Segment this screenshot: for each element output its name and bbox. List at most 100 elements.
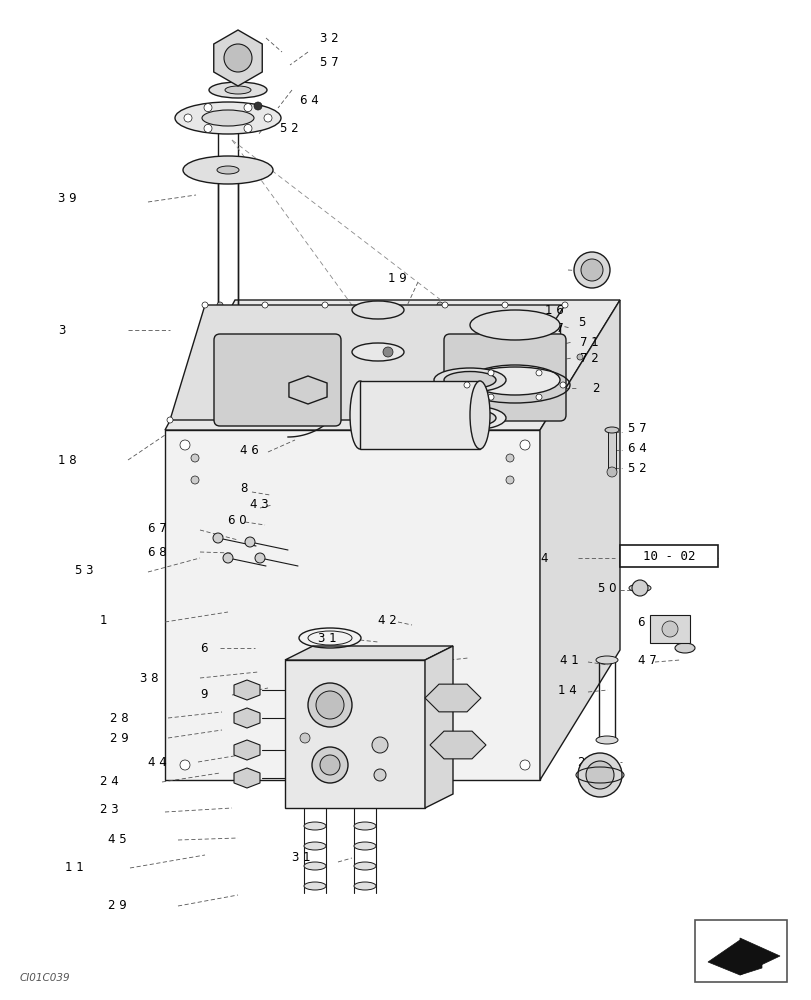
Text: 6 7: 6 7 bbox=[148, 522, 166, 534]
Text: 4 6: 4 6 bbox=[240, 444, 259, 456]
Text: 5 3: 5 3 bbox=[75, 564, 93, 576]
Polygon shape bbox=[165, 430, 539, 780]
Circle shape bbox=[487, 370, 493, 376]
Circle shape bbox=[167, 417, 173, 423]
Text: 3 1: 3 1 bbox=[318, 632, 337, 645]
Circle shape bbox=[577, 753, 621, 797]
Text: 2: 2 bbox=[687, 552, 695, 564]
Polygon shape bbox=[234, 680, 260, 700]
Ellipse shape bbox=[208, 82, 267, 98]
Circle shape bbox=[223, 553, 233, 563]
Circle shape bbox=[501, 302, 508, 308]
Circle shape bbox=[191, 454, 199, 462]
Circle shape bbox=[487, 417, 492, 423]
Circle shape bbox=[374, 769, 385, 781]
Circle shape bbox=[311, 747, 348, 783]
Text: 1: 1 bbox=[100, 613, 107, 626]
Circle shape bbox=[505, 454, 513, 462]
Text: 4 1: 4 1 bbox=[560, 654, 578, 666]
Polygon shape bbox=[234, 740, 260, 760]
Circle shape bbox=[337, 344, 342, 350]
Text: 8: 8 bbox=[240, 482, 247, 494]
Circle shape bbox=[541, 341, 547, 347]
Circle shape bbox=[586, 761, 613, 789]
Circle shape bbox=[184, 114, 191, 122]
Circle shape bbox=[535, 370, 541, 376]
Circle shape bbox=[506, 328, 513, 334]
Text: 2 3: 2 3 bbox=[100, 803, 118, 816]
Text: 6 3: 6 3 bbox=[637, 615, 656, 629]
Ellipse shape bbox=[217, 166, 238, 174]
Bar bbox=[694, 920, 786, 982]
Text: 2 9: 2 9 bbox=[108, 899, 127, 912]
Circle shape bbox=[204, 104, 212, 112]
Ellipse shape bbox=[470, 381, 489, 449]
FancyBboxPatch shape bbox=[214, 334, 341, 426]
Ellipse shape bbox=[303, 822, 325, 830]
Ellipse shape bbox=[175, 102, 281, 134]
Text: 2 8: 2 8 bbox=[109, 712, 128, 724]
Ellipse shape bbox=[354, 882, 375, 890]
Ellipse shape bbox=[444, 410, 496, 426]
Circle shape bbox=[245, 537, 255, 547]
Circle shape bbox=[631, 580, 647, 596]
Ellipse shape bbox=[444, 371, 496, 388]
Circle shape bbox=[561, 302, 568, 308]
Circle shape bbox=[519, 760, 530, 770]
Ellipse shape bbox=[354, 842, 375, 850]
Ellipse shape bbox=[351, 301, 404, 319]
Text: 5 7: 5 7 bbox=[627, 422, 646, 434]
Ellipse shape bbox=[674, 643, 694, 653]
Circle shape bbox=[191, 476, 199, 484]
Polygon shape bbox=[285, 660, 424, 808]
Ellipse shape bbox=[433, 368, 505, 392]
Circle shape bbox=[436, 302, 443, 308]
Circle shape bbox=[560, 382, 565, 388]
Circle shape bbox=[299, 733, 310, 743]
Text: 4 2: 4 2 bbox=[378, 613, 397, 626]
Polygon shape bbox=[285, 646, 453, 660]
Circle shape bbox=[277, 323, 283, 329]
Circle shape bbox=[217, 302, 223, 308]
Circle shape bbox=[517, 407, 522, 413]
Polygon shape bbox=[165, 300, 620, 430]
Polygon shape bbox=[289, 376, 327, 404]
Ellipse shape bbox=[595, 656, 617, 664]
Circle shape bbox=[264, 114, 272, 122]
Text: 2 5: 2 5 bbox=[577, 756, 596, 768]
Bar bbox=[649, 615, 689, 643]
Circle shape bbox=[535, 394, 541, 400]
Polygon shape bbox=[430, 731, 486, 759]
Ellipse shape bbox=[354, 822, 375, 830]
Polygon shape bbox=[234, 768, 260, 788]
Polygon shape bbox=[213, 30, 262, 86]
Polygon shape bbox=[424, 646, 453, 808]
Text: 5 0: 5 0 bbox=[597, 582, 616, 594]
Circle shape bbox=[661, 621, 677, 637]
Text: 4: 4 bbox=[539, 552, 547, 564]
Circle shape bbox=[320, 755, 340, 775]
Text: 6 8: 6 8 bbox=[148, 546, 166, 558]
Polygon shape bbox=[169, 305, 564, 420]
Ellipse shape bbox=[202, 110, 254, 126]
Polygon shape bbox=[707, 940, 761, 975]
Circle shape bbox=[577, 354, 582, 360]
Circle shape bbox=[383, 347, 393, 357]
Circle shape bbox=[180, 440, 190, 450]
Bar bbox=[620, 545, 717, 567]
Ellipse shape bbox=[595, 736, 617, 744]
Circle shape bbox=[607, 467, 616, 477]
Polygon shape bbox=[234, 708, 260, 728]
Text: 3 2: 3 2 bbox=[320, 32, 338, 45]
Text: 4 7: 4 7 bbox=[637, 654, 656, 666]
Ellipse shape bbox=[303, 882, 325, 890]
Text: 6: 6 bbox=[200, 642, 208, 654]
Text: 1 9: 1 9 bbox=[388, 271, 406, 284]
Polygon shape bbox=[539, 300, 620, 780]
Polygon shape bbox=[424, 684, 480, 712]
Circle shape bbox=[307, 683, 351, 727]
Polygon shape bbox=[739, 938, 779, 975]
Circle shape bbox=[247, 417, 253, 423]
Circle shape bbox=[471, 315, 478, 321]
Circle shape bbox=[457, 386, 462, 392]
